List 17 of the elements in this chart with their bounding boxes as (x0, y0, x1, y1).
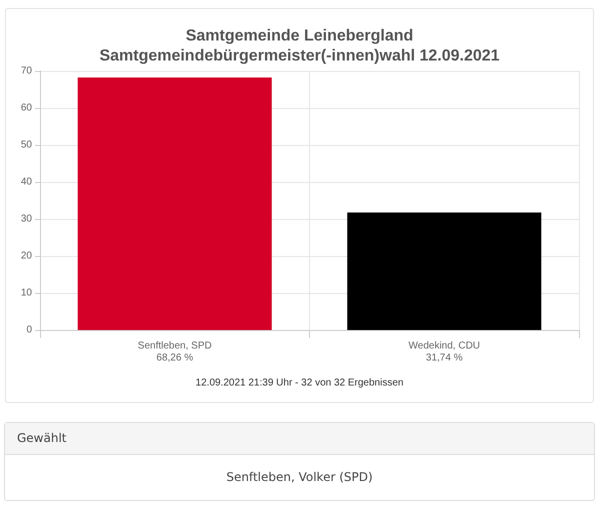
data-label: 31,74 % (426, 352, 463, 364)
text: Gewählt (5, 423, 594, 455)
chart-subtitle: Samtgemeindebürgermeister(-innen)wahl 12.09.2021 (99, 48, 500, 64)
text: 12.09.2021 21:39 Uhr - 32 von 32 Ergebnissen (196, 378, 404, 388)
y-tick-label: 20 (20, 250, 32, 262)
y-tick-label: 10 (20, 288, 32, 298)
data-label: 68,26 % (156, 352, 194, 364)
y-tick-label: 40 (20, 176, 32, 188)
chart-title: Samtgemeinde Leinebergland (186, 28, 414, 44)
x-tick-label: Wedekind, CDU (408, 340, 480, 352)
x-tick-label: Senftleben, SPD (138, 340, 212, 352)
text: Senftleben, Volker (SPD) (225, 469, 374, 486)
y-tick-label: 30 (20, 214, 32, 224)
y-tick-label: 60 (20, 102, 32, 114)
y-tick-label: 70 (20, 66, 32, 76)
y-tick-label: 0 (26, 324, 32, 336)
y-tick-label: 50 (20, 140, 32, 150)
